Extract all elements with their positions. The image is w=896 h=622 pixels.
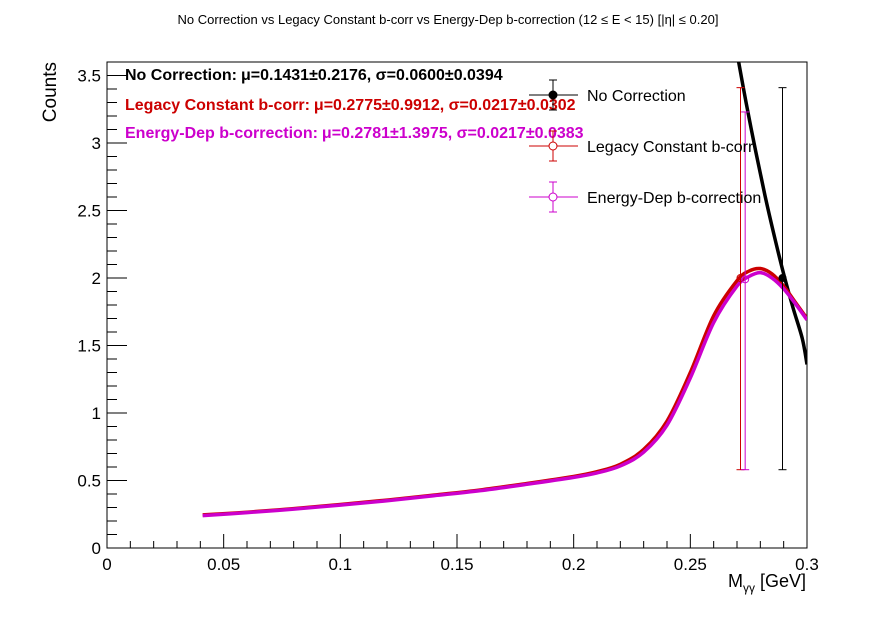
data-points — [736, 87, 787, 471]
y-tick-label: 3.5 — [77, 67, 101, 86]
y-tick-label: 2.5 — [77, 202, 101, 221]
legend-entry-legacy: Legacy Constant b-corr — [529, 130, 754, 162]
x-tick-label: 0 — [102, 555, 111, 574]
x-tick-label: 0.15 — [440, 555, 473, 574]
x-axis-label-subscript: γγ — [743, 581, 755, 595]
legend-entry-energy-dep: Energy-Dep b-correction — [529, 181, 761, 213]
x-tick-label: 0.25 — [674, 555, 707, 574]
x-axis-label: Mγγ [GeV] — [728, 571, 806, 595]
annotation-energy-dep: Energy-Dep b-correction: μ=0.2781±1.3975,… — [125, 125, 584, 142]
annotation-legacy-label: Legacy Constant b-corr: — [125, 97, 310, 114]
data-point-energy-dep — [741, 275, 750, 284]
annotation-legacy-values: μ=0.2775±0.9912, σ=0.0217±0.0302 — [314, 97, 576, 114]
x-axis-label-unit: [GeV] — [755, 571, 806, 591]
axis-ticks — [106, 61, 808, 549]
fit-curve-energy-dep — [202, 270, 807, 518]
y-tick-label: 2 — [92, 269, 101, 288]
fit-curve-no-correction — [736, 62, 807, 365]
legend-marker-dot-1 — [548, 141, 558, 151]
y-tick-label: 0 — [92, 539, 101, 558]
legend-label-no-correction: No Correction — [587, 88, 686, 105]
annotation-legacy: Legacy Constant b-corr: μ=0.2775±0.9912, … — [125, 97, 576, 114]
fit-curve-legacy — [202, 266, 807, 517]
x-tick-label: 0.2 — [562, 555, 586, 574]
data-point-no-correction — [778, 274, 787, 282]
legend: No Correction Legacy Constant b-corr Ene… — [529, 79, 761, 213]
annotation-energy-dep-label: Energy-Dep b-correction: — [125, 125, 318, 142]
legend-label-legacy: Legacy Constant b-corr — [587, 139, 754, 156]
legend-marker-dot-0 — [548, 90, 558, 100]
y-tick-label: 1.5 — [77, 337, 101, 356]
annotation-no-correction-label: No Correction: — [125, 67, 237, 84]
y-tick-label: 0.5 — [77, 472, 101, 491]
chart-title: No Correction vs Legacy Constant b-corr … — [178, 12, 719, 27]
legend-marker-dot-2 — [548, 192, 558, 202]
annotation-energy-dep-values: μ=0.2781±1.3975, σ=0.0217±0.0383 — [322, 125, 584, 142]
y-axis-label: Counts — [40, 62, 61, 122]
legend-label-energy-dep: Energy-Dep b-correction — [587, 190, 761, 207]
y-tick-label: 3 — [92, 134, 101, 153]
x-axis-label-main: M — [728, 571, 743, 591]
data-point-legacy — [736, 274, 745, 282]
annotation-no-correction-values: μ=0.1431±0.2176, σ=0.0600±0.0394 — [241, 67, 503, 84]
legend-entry-no-correction: No Correction — [529, 79, 686, 111]
y-tick-label: 1 — [92, 404, 101, 423]
annotation-no-correction: No Correction: μ=0.1431±0.2176, σ=0.0600±… — [125, 67, 503, 84]
fit-curves — [202, 62, 807, 518]
x-tick-label: 0.05 — [207, 555, 240, 574]
y-tick-labels: 0 0.5 1 1.5 2 2.5 3 3.5 — [77, 67, 101, 559]
x-tick-label: 0.1 — [329, 555, 353, 574]
x-tick-label: 0.3 — [795, 555, 819, 574]
x-tick-labels: 0 0.05 0.1 0.15 0.2 0.25 0.3 — [102, 555, 819, 574]
fit-annotations: No Correction: μ=0.1431±0.2176, σ=0.0600±… — [125, 67, 584, 142]
